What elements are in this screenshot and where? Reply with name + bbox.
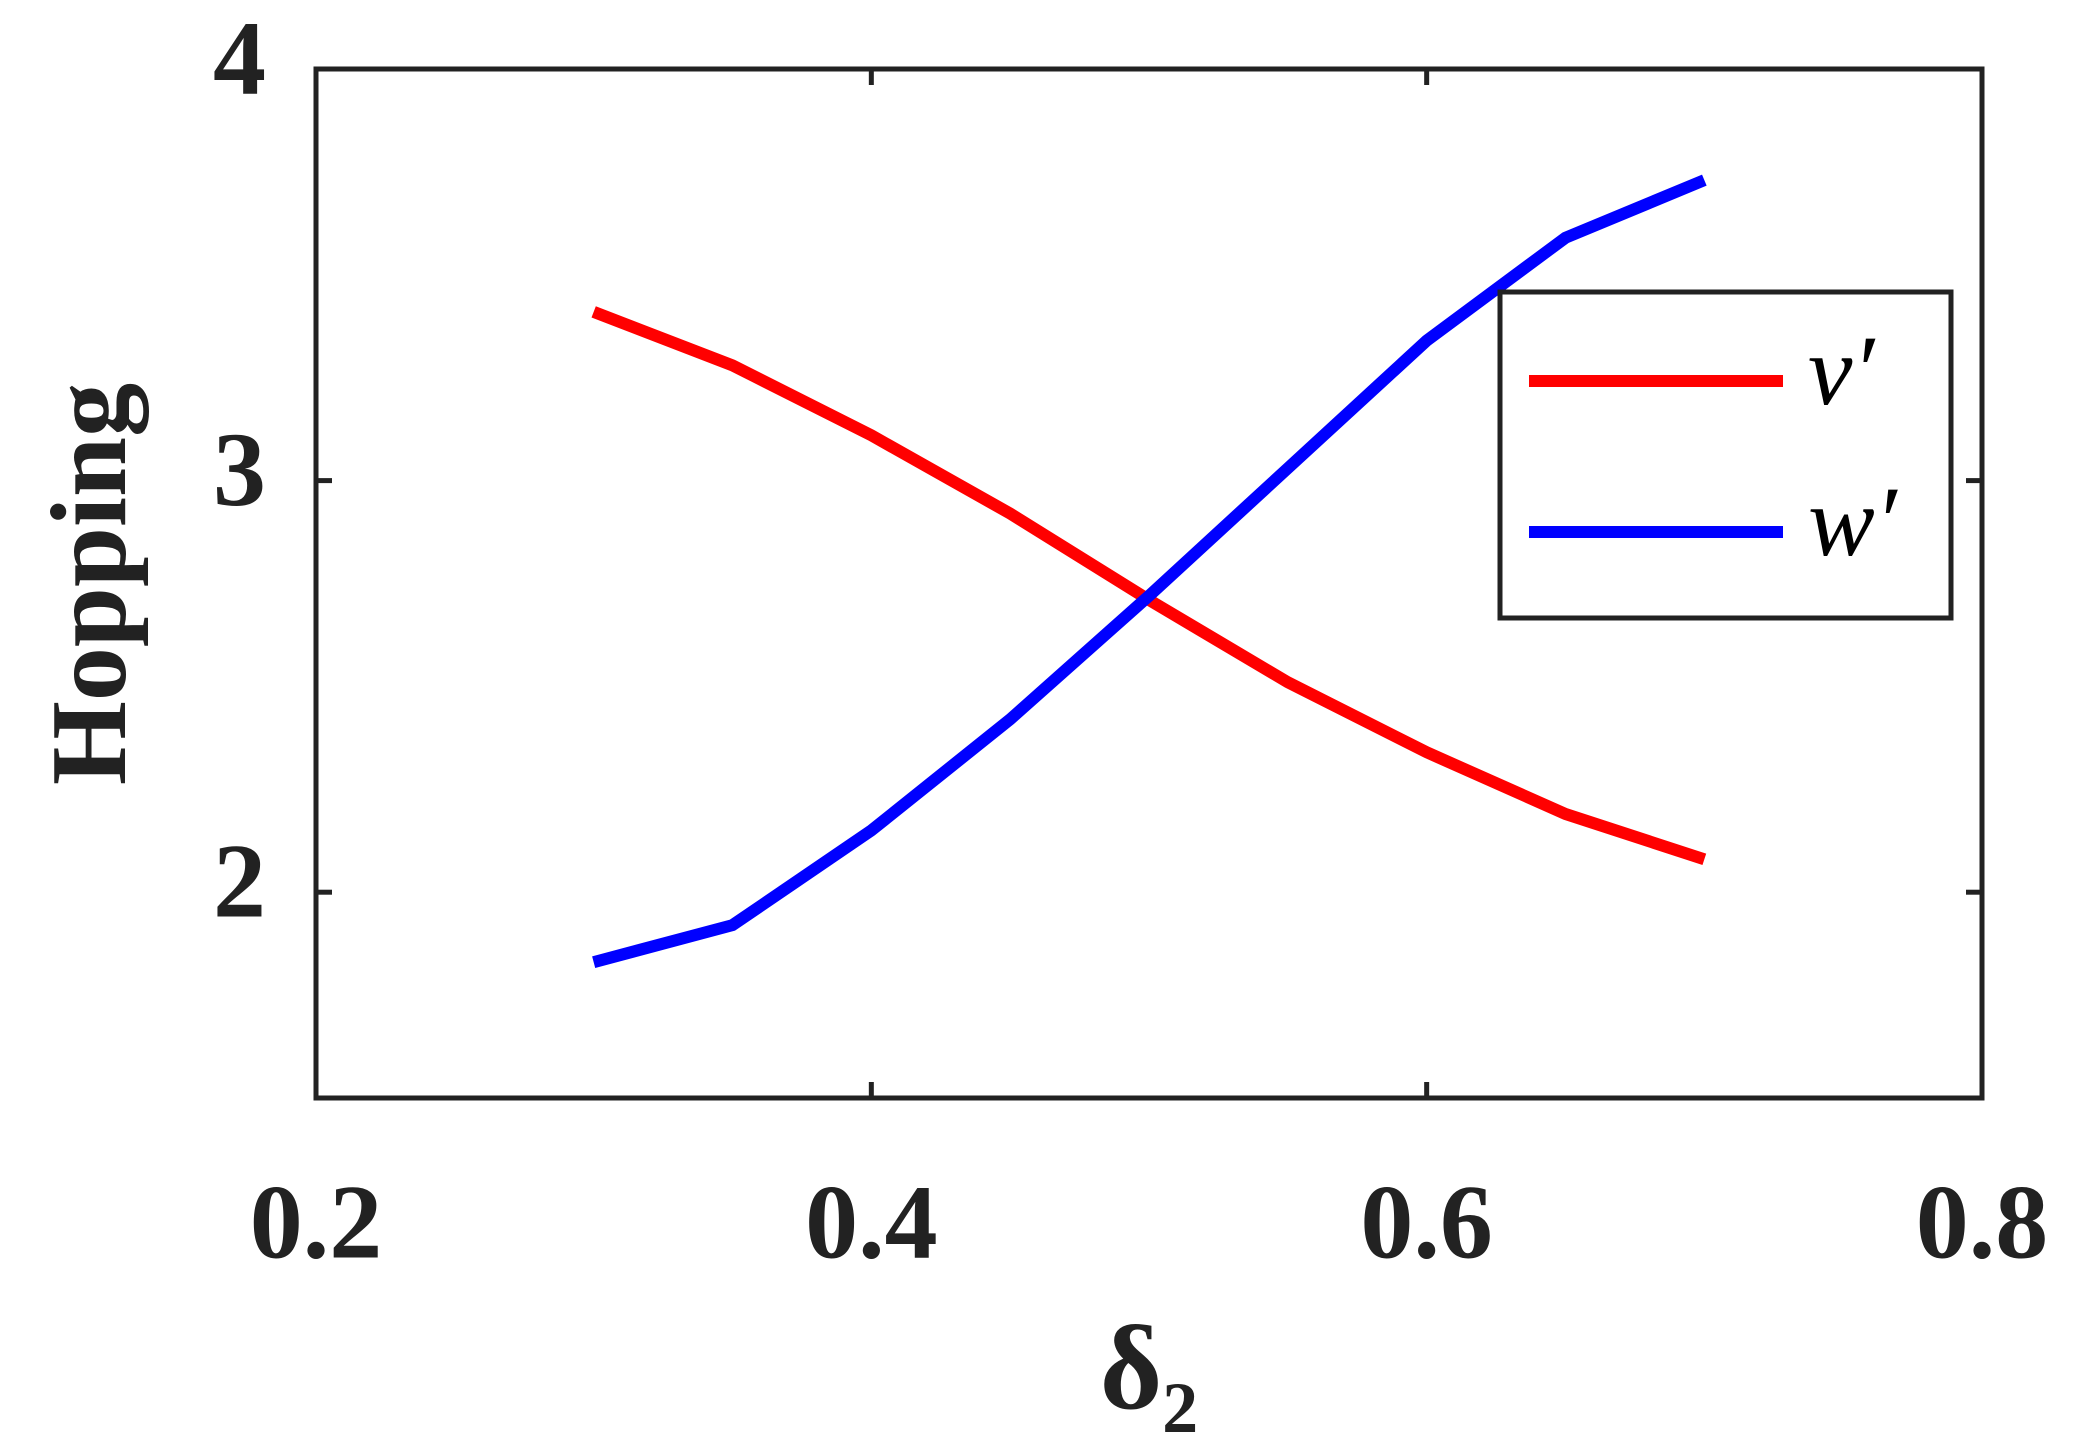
legend-label: v′ [1808, 315, 1876, 426]
legend-label: w′ [1808, 466, 1899, 577]
plot-frame [313, 66, 1985, 1101]
x-tick-label: 0.6 [1360, 1163, 1493, 1280]
x-tick-label: 0.8 [1916, 1163, 2049, 1280]
y-tick-label: 4 [213, 0, 266, 116]
y-tick-label: 3 [213, 411, 266, 528]
x-axis-label: δ₂ [1100, 1301, 1198, 1434]
y-tick-label: 2 [213, 823, 266, 940]
x-tick-label: 0.2 [250, 1163, 383, 1280]
x-tick-label: 0.4 [805, 1163, 938, 1280]
line-series [592, 174, 1707, 968]
y-axis-label: Hopping [30, 383, 149, 785]
legend-box [1497, 289, 1954, 621]
